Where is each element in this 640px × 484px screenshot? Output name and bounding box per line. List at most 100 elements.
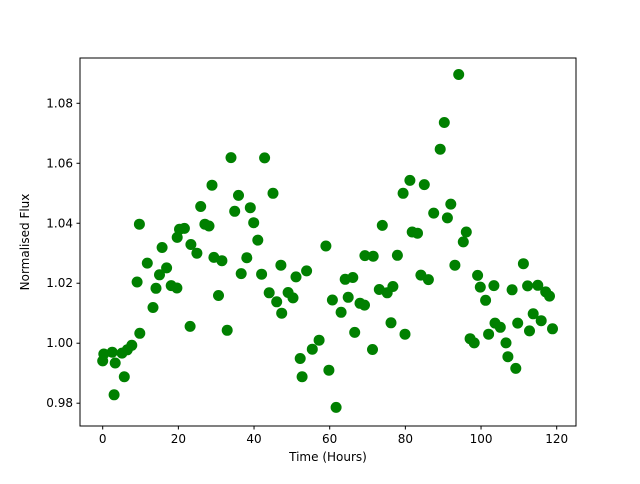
data-point — [428, 207, 440, 219]
data-point — [532, 279, 544, 291]
scatter-points — [97, 69, 558, 413]
data-point — [233, 189, 244, 201]
data-point — [367, 250, 379, 262]
data-point — [271, 296, 283, 308]
data-point — [276, 307, 288, 319]
data-point — [347, 272, 359, 283]
x-tick-label: 0 — [99, 432, 107, 446]
y-tick-label: 1.00 — [46, 336, 73, 350]
y-tick-label: 0.98 — [46, 396, 73, 410]
data-point — [434, 143, 446, 155]
data-point — [320, 240, 332, 252]
data-point — [156, 242, 168, 253]
data-point — [387, 281, 399, 292]
data-point — [474, 281, 486, 293]
data-point — [385, 317, 397, 329]
data-point — [412, 227, 423, 239]
data-point — [106, 346, 118, 358]
data-point — [206, 179, 218, 191]
data-point — [229, 205, 241, 217]
data-point — [457, 236, 469, 248]
data-point — [161, 262, 173, 274]
y-axis-tick-labels: 0.98 1.00 1.02 1.04 1.06 1.08 — [46, 96, 73, 410]
data-point — [185, 239, 197, 250]
data-point — [141, 257, 153, 269]
x-axis-label: Time (Hours) — [288, 450, 367, 464]
data-point — [453, 69, 465, 80]
data-point — [359, 299, 370, 311]
data-point — [468, 337, 480, 349]
data-point — [131, 276, 143, 288]
data-point — [216, 255, 228, 267]
x-tick-label: 80 — [398, 432, 413, 446]
data-point — [502, 351, 514, 363]
x-tick-label: 100 — [470, 432, 493, 446]
data-point — [306, 343, 318, 355]
data-point — [323, 364, 335, 376]
data-point — [134, 327, 146, 339]
data-point — [213, 290, 224, 301]
y-tick-label: 1.02 — [46, 276, 73, 290]
data-point — [544, 290, 555, 302]
data-point — [494, 321, 506, 333]
data-point — [438, 117, 450, 128]
data-point — [422, 274, 434, 286]
x-axis-tick-labels: 0 20 40 60 80 100 120 — [99, 432, 568, 446]
data-point — [118, 371, 130, 383]
data-point — [483, 328, 495, 340]
data-point — [203, 220, 215, 232]
x-tick-label: 60 — [322, 432, 337, 446]
x-tick-label: 40 — [246, 432, 261, 446]
data-point — [296, 371, 308, 383]
y-tick-label: 1.04 — [46, 216, 73, 230]
data-point — [535, 315, 547, 327]
data-point — [184, 320, 196, 332]
data-point — [154, 269, 165, 281]
data-point — [171, 282, 183, 294]
data-point — [510, 362, 522, 374]
data-point — [524, 325, 535, 337]
data-point — [252, 234, 264, 246]
data-point — [376, 219, 388, 231]
data-point — [517, 258, 529, 270]
x-axis-ticks — [102, 426, 558, 430]
data-point — [244, 202, 256, 214]
data-point — [506, 284, 518, 296]
data-point — [259, 152, 271, 164]
data-point — [367, 344, 378, 355]
x-tick-label: 20 — [171, 432, 186, 446]
data-point — [235, 268, 247, 280]
data-point — [512, 317, 524, 329]
data-point — [108, 389, 120, 401]
data-point — [399, 328, 411, 340]
data-point — [397, 187, 409, 199]
data-point — [267, 187, 279, 199]
data-point — [195, 201, 207, 212]
data-point — [263, 287, 275, 299]
data-point — [290, 271, 302, 283]
data-point — [275, 259, 287, 271]
y-axis-ticks — [76, 102, 80, 404]
data-point — [313, 334, 325, 346]
data-point — [391, 249, 403, 261]
data-point — [221, 324, 233, 336]
data-point — [441, 212, 453, 224]
data-point — [294, 353, 306, 364]
data-point — [480, 294, 492, 306]
data-point — [500, 337, 512, 349]
data-point — [256, 268, 268, 280]
data-point — [472, 269, 484, 281]
data-point — [150, 282, 162, 294]
data-point — [126, 339, 138, 351]
data-point — [225, 152, 237, 164]
data-point — [178, 222, 190, 234]
data-point — [301, 265, 313, 277]
data-point — [522, 280, 534, 292]
y-tick-label: 1.08 — [46, 96, 73, 110]
data-point — [445, 198, 457, 210]
data-point — [547, 323, 558, 335]
y-tick-label: 1.06 — [46, 156, 73, 170]
data-point — [335, 306, 347, 318]
